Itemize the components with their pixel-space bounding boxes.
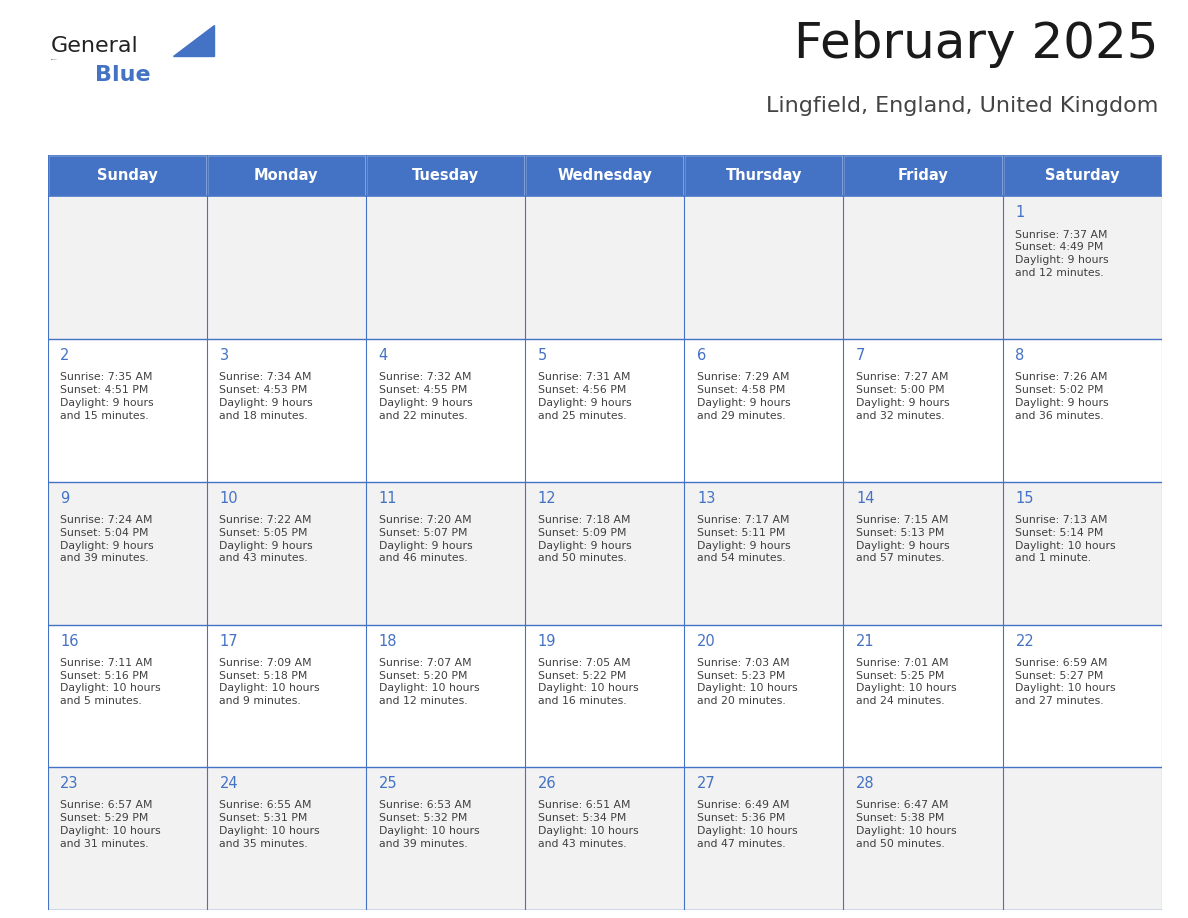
Text: Saturday: Saturday — [1045, 168, 1119, 184]
Text: Sunrise: 7:22 AM
Sunset: 5:05 PM
Daylight: 9 hours
and 43 minutes.: Sunrise: 7:22 AM Sunset: 5:05 PM Dayligh… — [220, 515, 314, 564]
Text: Sunrise: 7:27 AM
Sunset: 5:00 PM
Daylight: 9 hours
and 32 minutes.: Sunrise: 7:27 AM Sunset: 5:00 PM Dayligh… — [857, 373, 950, 420]
Text: 13: 13 — [697, 491, 715, 506]
Text: Thursday: Thursday — [726, 168, 802, 184]
Text: Sunday: Sunday — [96, 168, 158, 184]
Text: Sunrise: 6:49 AM
Sunset: 5:36 PM
Daylight: 10 hours
and 47 minutes.: Sunrise: 6:49 AM Sunset: 5:36 PM Dayligh… — [697, 800, 797, 849]
Text: 20: 20 — [697, 633, 716, 649]
Text: Sunrise: 6:47 AM
Sunset: 5:38 PM
Daylight: 10 hours
and 50 minutes.: Sunrise: 6:47 AM Sunset: 5:38 PM Dayligh… — [857, 800, 956, 849]
Bar — [684, 155, 843, 196]
Bar — [48, 196, 1162, 339]
Text: 2: 2 — [61, 348, 70, 364]
Text: 3: 3 — [220, 348, 228, 364]
Text: Sunrise: 7:03 AM
Sunset: 5:23 PM
Daylight: 10 hours
and 20 minutes.: Sunrise: 7:03 AM Sunset: 5:23 PM Dayligh… — [697, 657, 797, 706]
Text: Sunrise: 7:13 AM
Sunset: 5:14 PM
Daylight: 10 hours
and 1 minute.: Sunrise: 7:13 AM Sunset: 5:14 PM Dayligh… — [1016, 515, 1116, 564]
Text: 28: 28 — [857, 777, 874, 791]
Text: 25: 25 — [379, 777, 397, 791]
Text: Friday: Friday — [898, 168, 948, 184]
Text: Sunrise: 6:55 AM
Sunset: 5:31 PM
Daylight: 10 hours
and 35 minutes.: Sunrise: 6:55 AM Sunset: 5:31 PM Dayligh… — [220, 800, 320, 849]
Text: February 2025: February 2025 — [794, 20, 1158, 68]
Text: 19: 19 — [538, 633, 556, 649]
Text: 14: 14 — [857, 491, 874, 506]
Text: General: General — [50, 36, 138, 56]
Text: 8: 8 — [1016, 348, 1025, 364]
Text: Sunrise: 7:01 AM
Sunset: 5:25 PM
Daylight: 10 hours
and 24 minutes.: Sunrise: 7:01 AM Sunset: 5:25 PM Dayligh… — [857, 657, 956, 706]
Text: 21: 21 — [857, 633, 874, 649]
Text: Sunrise: 6:57 AM
Sunset: 5:29 PM
Daylight: 10 hours
and 31 minutes.: Sunrise: 6:57 AM Sunset: 5:29 PM Dayligh… — [61, 800, 160, 849]
Text: 15: 15 — [1016, 491, 1034, 506]
Text: Sunrise: 7:05 AM
Sunset: 5:22 PM
Daylight: 10 hours
and 16 minutes.: Sunrise: 7:05 AM Sunset: 5:22 PM Dayligh… — [538, 657, 638, 706]
Text: Sunrise: 7:26 AM
Sunset: 5:02 PM
Daylight: 9 hours
and 36 minutes.: Sunrise: 7:26 AM Sunset: 5:02 PM Dayligh… — [1016, 373, 1110, 420]
Text: Sunrise: 7:20 AM
Sunset: 5:07 PM
Daylight: 9 hours
and 46 minutes.: Sunrise: 7:20 AM Sunset: 5:07 PM Dayligh… — [379, 515, 473, 564]
Text: Sunrise: 7:09 AM
Sunset: 5:18 PM
Daylight: 10 hours
and 9 minutes.: Sunrise: 7:09 AM Sunset: 5:18 PM Dayligh… — [220, 657, 320, 706]
Text: 4: 4 — [379, 348, 388, 364]
Text: 17: 17 — [220, 633, 238, 649]
Bar — [48, 339, 1162, 482]
Text: 22: 22 — [1016, 633, 1035, 649]
Text: 26: 26 — [538, 777, 556, 791]
Text: Tuesday: Tuesday — [412, 168, 479, 184]
Polygon shape — [173, 25, 214, 56]
Text: Sunrise: 7:37 AM
Sunset: 4:49 PM
Daylight: 9 hours
and 12 minutes.: Sunrise: 7:37 AM Sunset: 4:49 PM Dayligh… — [1016, 230, 1110, 278]
Bar — [525, 155, 684, 196]
Text: Monday: Monday — [254, 168, 318, 184]
Text: 23: 23 — [61, 777, 78, 791]
Text: 5: 5 — [538, 348, 548, 364]
Text: Sunrise: 7:34 AM
Sunset: 4:53 PM
Daylight: 9 hours
and 18 minutes.: Sunrise: 7:34 AM Sunset: 4:53 PM Dayligh… — [220, 373, 314, 420]
Text: 10: 10 — [220, 491, 238, 506]
Text: Sunrise: 7:29 AM
Sunset: 4:58 PM
Daylight: 9 hours
and 29 minutes.: Sunrise: 7:29 AM Sunset: 4:58 PM Dayligh… — [697, 373, 791, 420]
Text: 24: 24 — [220, 777, 238, 791]
Text: Sunrise: 6:51 AM
Sunset: 5:34 PM
Daylight: 10 hours
and 43 minutes.: Sunrise: 6:51 AM Sunset: 5:34 PM Dayligh… — [538, 800, 638, 849]
Bar — [48, 767, 1162, 910]
Bar — [48, 155, 207, 196]
Text: Sunrise: 7:32 AM
Sunset: 4:55 PM
Daylight: 9 hours
and 22 minutes.: Sunrise: 7:32 AM Sunset: 4:55 PM Dayligh… — [379, 373, 473, 420]
Bar — [843, 155, 1003, 196]
Text: Sunrise: 7:17 AM
Sunset: 5:11 PM
Daylight: 9 hours
and 54 minutes.: Sunrise: 7:17 AM Sunset: 5:11 PM Dayligh… — [697, 515, 791, 564]
Text: Lingfield, England, United Kingdom: Lingfield, England, United Kingdom — [766, 95, 1158, 116]
Text: Blue: Blue — [95, 65, 151, 85]
Text: 1: 1 — [1016, 206, 1025, 220]
Bar — [1003, 155, 1162, 196]
Text: 11: 11 — [379, 491, 397, 506]
Text: #1a1a1a: #1a1a1a — [50, 59, 57, 60]
Bar — [366, 155, 525, 196]
Text: Sunrise: 7:15 AM
Sunset: 5:13 PM
Daylight: 9 hours
and 57 minutes.: Sunrise: 7:15 AM Sunset: 5:13 PM Dayligh… — [857, 515, 950, 564]
Text: 12: 12 — [538, 491, 556, 506]
Text: 27: 27 — [697, 777, 716, 791]
Text: 18: 18 — [379, 633, 397, 649]
Text: Sunrise: 7:07 AM
Sunset: 5:20 PM
Daylight: 10 hours
and 12 minutes.: Sunrise: 7:07 AM Sunset: 5:20 PM Dayligh… — [379, 657, 479, 706]
Text: Sunrise: 7:35 AM
Sunset: 4:51 PM
Daylight: 9 hours
and 15 minutes.: Sunrise: 7:35 AM Sunset: 4:51 PM Dayligh… — [61, 373, 154, 420]
Bar — [48, 482, 1162, 624]
Text: Sunrise: 6:53 AM
Sunset: 5:32 PM
Daylight: 10 hours
and 39 minutes.: Sunrise: 6:53 AM Sunset: 5:32 PM Dayligh… — [379, 800, 479, 849]
Text: 7: 7 — [857, 348, 866, 364]
Text: Wednesday: Wednesday — [557, 168, 652, 184]
Text: Sunrise: 7:18 AM
Sunset: 5:09 PM
Daylight: 9 hours
and 50 minutes.: Sunrise: 7:18 AM Sunset: 5:09 PM Dayligh… — [538, 515, 632, 564]
Text: Sunrise: 7:11 AM
Sunset: 5:16 PM
Daylight: 10 hours
and 5 minutes.: Sunrise: 7:11 AM Sunset: 5:16 PM Dayligh… — [61, 657, 160, 706]
Text: 16: 16 — [61, 633, 78, 649]
Bar — [48, 624, 1162, 767]
Text: Sunrise: 6:59 AM
Sunset: 5:27 PM
Daylight: 10 hours
and 27 minutes.: Sunrise: 6:59 AM Sunset: 5:27 PM Dayligh… — [1016, 657, 1116, 706]
Text: Sunrise: 7:31 AM
Sunset: 4:56 PM
Daylight: 9 hours
and 25 minutes.: Sunrise: 7:31 AM Sunset: 4:56 PM Dayligh… — [538, 373, 632, 420]
Bar — [207, 155, 366, 196]
Text: 9: 9 — [61, 491, 70, 506]
Text: Sunrise: 7:24 AM
Sunset: 5:04 PM
Daylight: 9 hours
and 39 minutes.: Sunrise: 7:24 AM Sunset: 5:04 PM Dayligh… — [61, 515, 154, 564]
Text: 6: 6 — [697, 348, 707, 364]
